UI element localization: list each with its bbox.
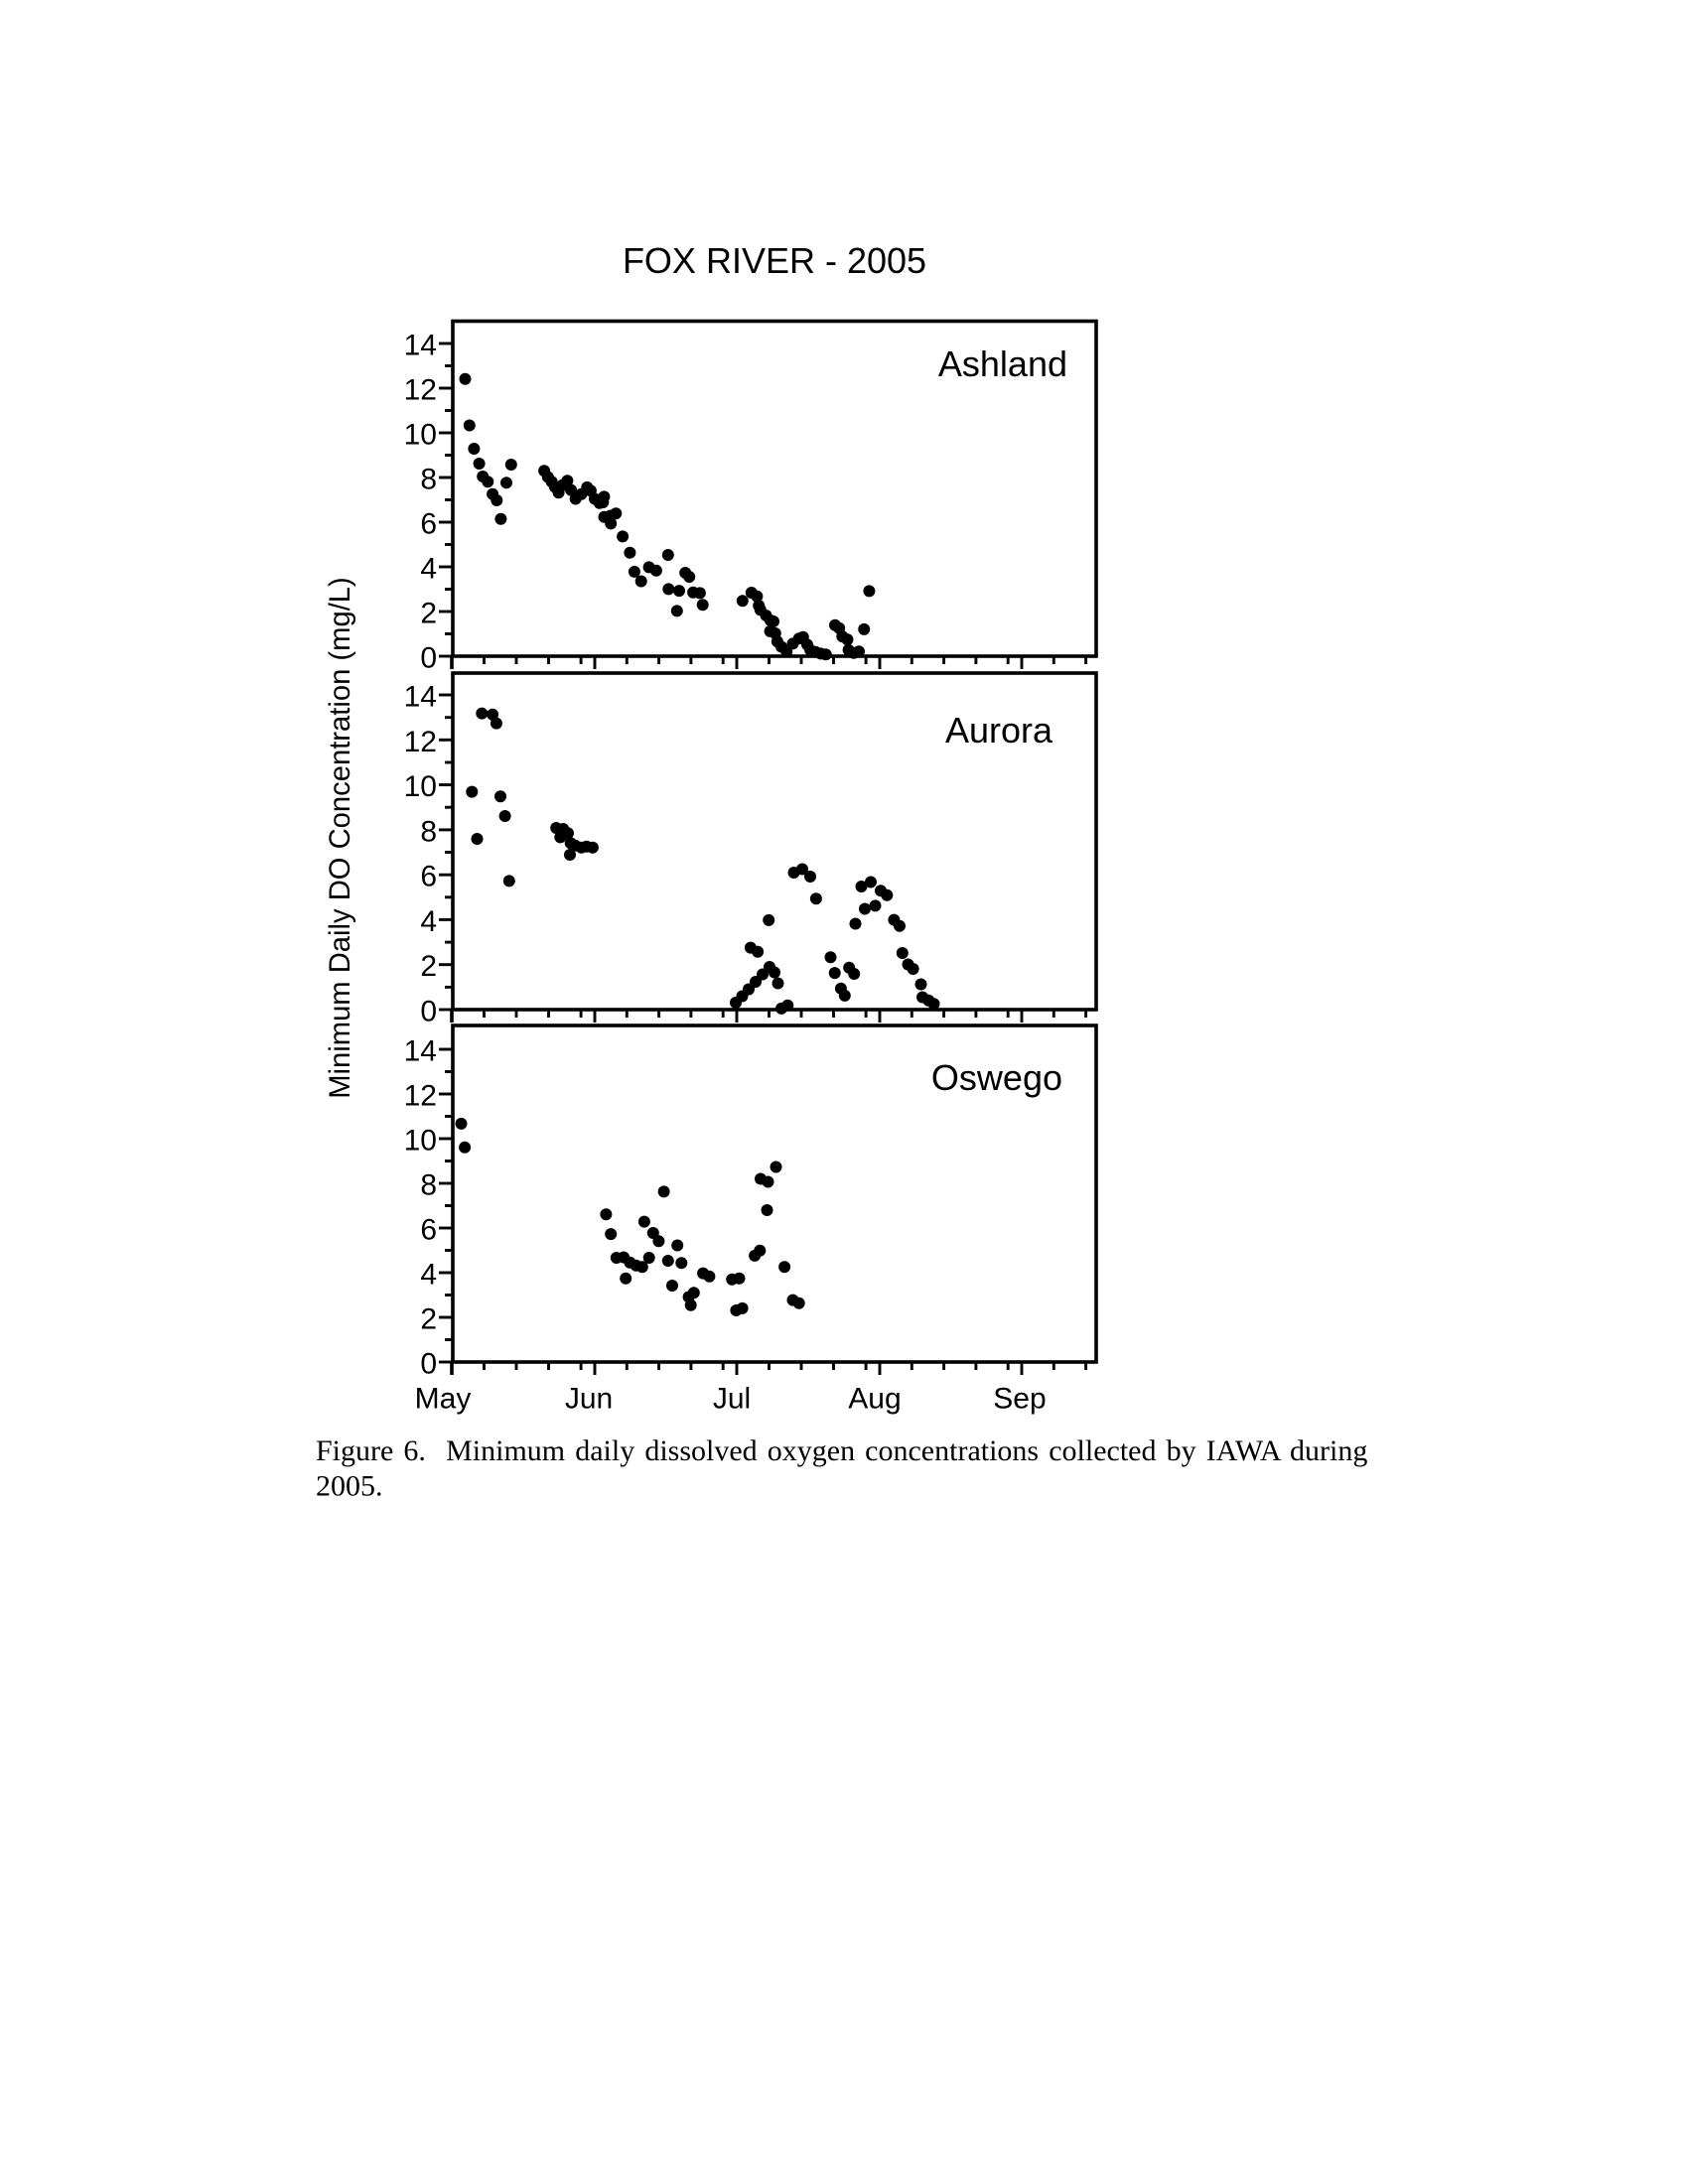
svg-text:14: 14 [404,330,437,362]
svg-text:0: 0 [420,1348,437,1381]
svg-text:8: 8 [420,1169,437,1202]
svg-text:10: 10 [404,419,437,452]
svg-text:Ashland: Ashland [938,343,1067,384]
svg-text:6: 6 [420,1214,437,1247]
svg-text:6: 6 [420,508,437,541]
svg-text:Aug: Aug [848,1383,901,1416]
svg-text:May: May [415,1383,472,1416]
svg-text:14: 14 [404,681,437,714]
svg-text:4: 4 [420,553,437,586]
svg-text:12: 12 [404,726,437,758]
svg-text:2: 2 [420,598,437,630]
svg-text:14: 14 [404,1035,437,1068]
svg-text:12: 12 [404,1080,437,1113]
svg-text:Jun: Jun [565,1383,613,1416]
svg-text:8: 8 [420,815,437,848]
svg-text:0: 0 [420,996,437,1028]
svg-text:Aurora: Aurora [945,710,1053,751]
svg-text:4: 4 [420,1259,437,1292]
svg-text:Figure 6. Minimum daily disso: Figure 6. Minimum daily dissolved oxygen… [316,1434,1367,1467]
svg-text:4: 4 [420,905,437,938]
svg-text:FOX RIVER - 2005: FOX RIVER - 2005 [623,240,926,281]
svg-text:Minimum Daily DO Concentration: Minimum Daily DO Concentration (mg/L) [325,577,356,1099]
svg-text:Sep: Sep [993,1383,1046,1416]
svg-text:Jul: Jul [713,1383,751,1416]
svg-text:8: 8 [420,464,437,496]
svg-text:2: 2 [420,1303,437,1336]
svg-text:2: 2 [420,950,437,983]
svg-text:6: 6 [420,861,437,893]
svg-text:0: 0 [420,642,437,675]
svg-text:2005.: 2005. [316,1470,383,1503]
svg-text:10: 10 [404,1125,437,1158]
svg-text:12: 12 [404,374,437,407]
svg-text:10: 10 [404,770,437,803]
svg-text:Oswego: Oswego [931,1057,1062,1098]
